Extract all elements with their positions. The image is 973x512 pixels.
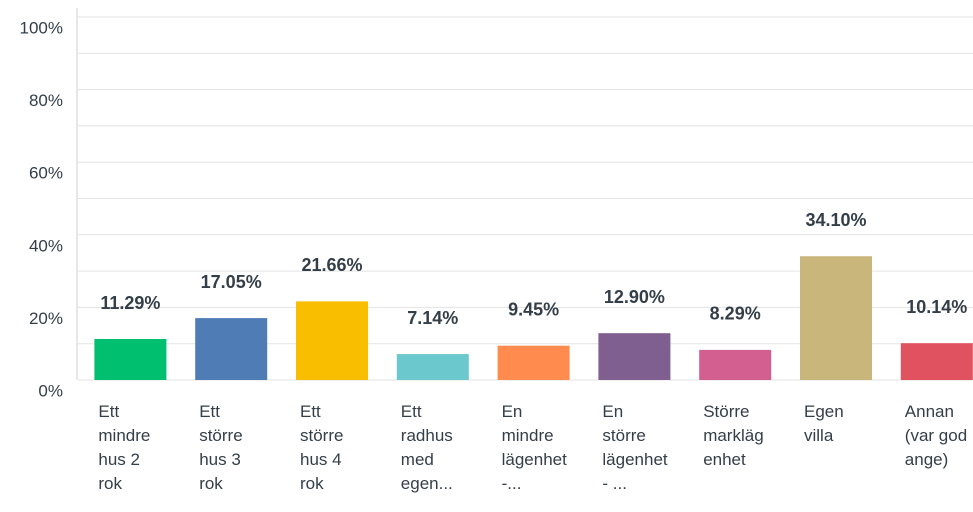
value-label: 21.66%	[301, 255, 362, 275]
x-tick-label: En större lägenhet - ...	[602, 402, 668, 493]
bar	[900, 343, 973, 380]
x-tick-label: En mindre lägenhet -...	[501, 402, 567, 493]
x-tick-label-box: En större lägenhet - ...	[602, 402, 668, 493]
y-tick-label: 100%	[20, 18, 63, 37]
bar	[195, 318, 268, 380]
y-tick-label: 40%	[29, 236, 63, 255]
x-tick-label: Större marklägenhet	[703, 402, 764, 469]
x-tick-label-box: Annan (var god ange)	[904, 402, 968, 469]
value-label: 10.14%	[906, 297, 967, 317]
x-tick-label-box: Ett större hus 4 rok	[300, 402, 344, 493]
y-tick-label: 20%	[29, 309, 63, 328]
value-label: 34.10%	[805, 210, 866, 230]
x-tick-label: Annan (var god ange)	[904, 402, 968, 469]
bar	[497, 345, 570, 380]
x-tick-label: Egen villa	[804, 402, 844, 445]
value-label: 12.90%	[604, 287, 665, 307]
x-tick-label: Ett större hus 4 rok	[300, 402, 344, 493]
value-label: 11.29%	[100, 293, 160, 313]
value-label: 17.05%	[201, 272, 262, 292]
x-tick-label-box: En mindre lägenhet -...	[501, 402, 567, 493]
x-tick-label-box: Egen villa	[804, 402, 844, 445]
bar	[598, 333, 671, 380]
x-tick-label: Ett större hus 3 rok	[199, 402, 243, 493]
x-tick-label-box: Ett mindre hus 2 rok	[98, 402, 151, 493]
y-tick-label: 60%	[29, 164, 63, 183]
bar	[94, 339, 167, 380]
bar	[296, 301, 368, 380]
bar	[396, 354, 469, 380]
y-tick-label: 0%	[38, 381, 63, 400]
x-tick-label-box: Ett radhus med egen...	[400, 402, 453, 493]
y-tick-label: 80%	[29, 91, 63, 110]
x-tick-label: Ett radhus med egen...	[400, 402, 453, 493]
x-tick-label: Ett mindre hus 2 rok	[98, 402, 151, 493]
value-label: 8.29%	[710, 304, 761, 324]
value-label: 9.45%	[508, 299, 559, 319]
bar	[699, 349, 772, 380]
x-tick-label-box: Ett större hus 3 rok	[199, 402, 243, 493]
value-label: 7.14%	[407, 308, 458, 328]
bar	[800, 256, 872, 380]
x-tick-label-box: Större marklägenhet	[703, 402, 764, 469]
